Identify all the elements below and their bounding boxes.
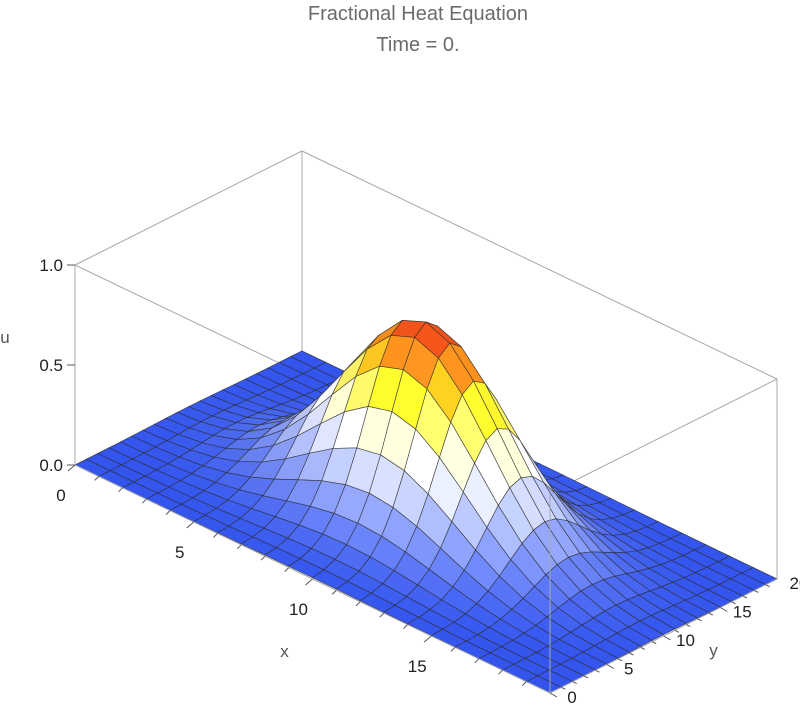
x-axis-label: x [280,642,289,661]
y-tick-mark [617,658,623,662]
box-edge [74,150,303,266]
y-axis-label: y [709,641,718,660]
x-tick-mark [165,510,171,515]
y-tick-mark [765,584,770,588]
y-tick-mark [651,641,657,645]
x-tick-label: 0 [56,486,65,505]
y-tick-mark [629,652,634,656]
x-tick-mark [213,533,218,538]
x-tick-mark [118,487,123,493]
x-tick-mark [67,464,76,472]
z-tick-label: 0.5 [39,356,63,375]
x-tick-label: 15 [408,657,427,676]
y-tick-label: 10 [676,631,695,650]
y-tick-label: 20 [790,574,800,593]
x-tick-mark [260,555,266,561]
box-edge [549,378,778,494]
y-tick-mark [595,669,600,673]
y-tick-mark [640,646,646,650]
z-axis-label: u [0,328,9,347]
x-tick-mark [305,578,313,586]
y-tick-mark [606,664,614,669]
y-tick-mark [708,612,714,616]
x-tick-mark [186,521,195,529]
x-tick-mark [521,681,527,686]
y-tick-mark [742,595,748,599]
y-tick-mark [561,686,566,690]
x-tick-mark [423,635,432,643]
z-tick-label: 0.0 [39,456,63,475]
x-tick-mark [450,647,456,652]
x-tick-mark [355,601,361,607]
axis-labels: x y u [0,328,718,661]
y-tick-mark [685,624,691,628]
x-tick-mark [379,612,385,618]
y-tick-mark [663,635,671,641]
y-tick-mark [674,629,680,633]
x-tick-label: 10 [289,600,308,619]
y-tick-mark [731,601,736,605]
chart-subtitle: Time = 0. [376,34,460,56]
y-tick-mark [720,607,728,612]
x-tick-mark [498,669,503,675]
x-tick-mark [94,476,100,481]
y-tick-mark [572,681,577,685]
y-tick-mark [754,589,759,593]
x-tick-label: 5 [175,543,184,562]
x-tick-mark [141,498,147,504]
z-tick-label: 1.0 [39,256,63,275]
x-tick-mark [474,658,480,664]
box-edge [301,150,778,380]
chart-title: Fractional Heat Equation [307,3,529,25]
y-tick-mark [697,618,702,622]
x-tick-mark [331,590,337,595]
surface-mesh [74,319,778,694]
y-tick-label: 15 [733,603,752,622]
y-tick-mark [583,675,589,679]
y-tick-label: 0 [567,688,576,706]
x-tick-mark [236,544,242,550]
y-tick-label: 5 [624,660,633,679]
y-tick-mark [549,692,558,698]
x-tick-mark [403,624,408,629]
x-tick-mark [284,567,290,572]
axis-ticks: 05101520051015200.00.51.0 [39,256,800,706]
